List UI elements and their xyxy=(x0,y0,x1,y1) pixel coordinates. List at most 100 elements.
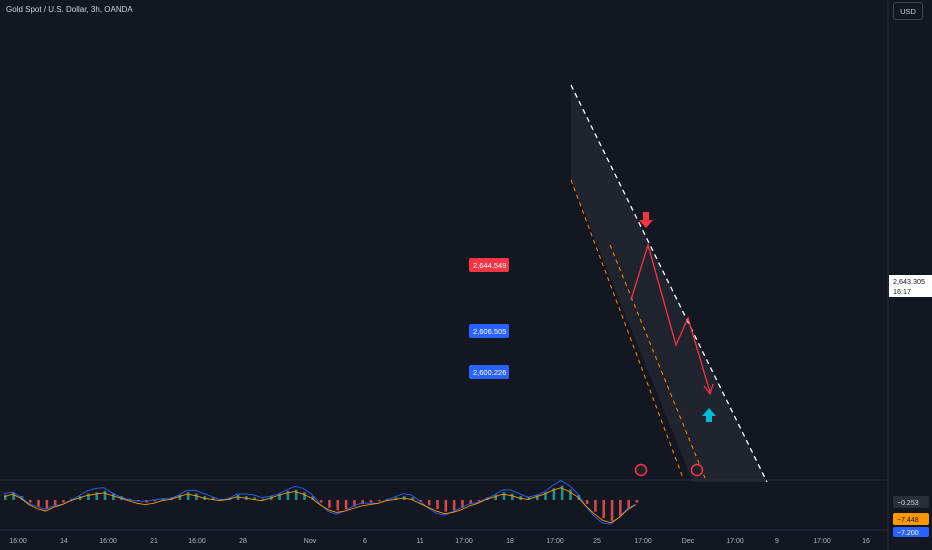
currency-button[interactable]: USD xyxy=(893,2,923,20)
badge-countdown: 16:17 xyxy=(893,287,911,296)
x-tick-label: 14 xyxy=(60,538,68,545)
macd-bar xyxy=(261,498,265,500)
x-tick-label: 9 xyxy=(775,538,779,545)
macd-bar xyxy=(353,500,356,507)
macd-bar xyxy=(37,500,40,507)
macd-histogram xyxy=(4,485,639,521)
support-level-tag-2-bg xyxy=(469,365,509,379)
macd-bar xyxy=(28,500,32,503)
macd-bar xyxy=(594,500,597,512)
support-level-tag-1-bg xyxy=(469,324,509,338)
x-tick-label: 17:00 xyxy=(726,538,744,545)
macd-bar xyxy=(436,500,439,510)
macd-bar xyxy=(12,492,15,500)
resistance-level-tag-bg xyxy=(469,258,509,272)
macd-bar xyxy=(161,498,165,500)
macd-line xyxy=(3,480,636,525)
macd-bar xyxy=(4,494,7,500)
projection-arrowhead xyxy=(703,383,714,396)
x-tick-label: 16:00 xyxy=(99,538,117,545)
macd-bar xyxy=(494,494,497,500)
macd-value-3: −7.200 xyxy=(897,530,919,537)
macd-bar xyxy=(62,500,65,503)
macd-bar xyxy=(369,500,373,503)
macd-bar xyxy=(411,497,414,500)
macd-bar xyxy=(511,493,514,500)
macd-bar xyxy=(610,500,614,521)
x-tick-label: 17:00 xyxy=(546,538,564,545)
resistance-level-tag: 2,644.549 xyxy=(473,261,506,270)
macd-bar xyxy=(469,500,473,504)
macd-bar xyxy=(153,500,157,502)
macd-bar xyxy=(319,500,323,503)
macd-badge-3-bg xyxy=(893,527,929,537)
macd-bar xyxy=(552,488,556,500)
macd-bar xyxy=(253,497,256,500)
macd-bar xyxy=(328,500,331,508)
macd-bar xyxy=(186,492,190,500)
x-tick-label: 17:00 xyxy=(634,538,652,545)
x-tick-label: 25 xyxy=(593,538,601,545)
macd-bar xyxy=(619,500,622,516)
support-level-tag-2: 2,600.226 xyxy=(473,368,506,377)
x-tick-label: 16:00 xyxy=(9,538,27,545)
projection-path xyxy=(630,242,711,393)
macd-bar xyxy=(560,485,564,500)
macd-bar xyxy=(95,492,99,500)
event-flag-icon xyxy=(634,463,648,477)
macd-bar xyxy=(112,493,115,500)
macd-bar xyxy=(627,500,630,508)
event-flag-icon xyxy=(690,463,704,477)
macd-bar xyxy=(361,500,365,504)
macd-bar xyxy=(103,490,107,500)
macd-bar xyxy=(45,500,49,510)
macd-bar xyxy=(577,494,581,500)
x-tick-label: 17:00 xyxy=(455,538,473,545)
macd-bar xyxy=(544,492,547,500)
macd-bar xyxy=(278,493,281,500)
macd-bar xyxy=(585,500,589,504)
x-tick-label: 18 xyxy=(506,538,514,545)
macd-bar xyxy=(419,500,423,502)
macd-bar xyxy=(178,494,182,500)
macd-bar xyxy=(602,500,606,519)
macd-bar xyxy=(569,489,572,500)
macd-bar xyxy=(394,497,398,500)
x-tick-label: Nov xyxy=(304,538,317,545)
chart-title: Gold Spot / U.S. Dollar, 3h, OANDA xyxy=(6,5,133,14)
x-tick-label: 17:00 xyxy=(813,538,831,545)
macd-bar xyxy=(303,492,306,500)
macd-bar xyxy=(427,500,431,506)
macd-value-2: −7.448 xyxy=(897,517,919,524)
signal-line xyxy=(3,487,636,524)
macd-bar xyxy=(294,489,298,500)
x-tick-label: 28 xyxy=(239,538,247,545)
macd-bar xyxy=(311,496,315,500)
macd-bar xyxy=(336,500,340,511)
macd-value-1: −0.253 xyxy=(897,500,919,507)
macd-bar xyxy=(502,492,506,500)
x-tick-label: 16:00 xyxy=(188,538,206,545)
x-tick-label: 11 xyxy=(416,538,423,545)
macd-bar xyxy=(452,500,456,511)
macd-bar xyxy=(128,498,132,500)
x-tick-label: Dec xyxy=(682,538,695,545)
macd-bar xyxy=(378,500,381,502)
macd-bar xyxy=(211,497,215,500)
macd-bar xyxy=(195,493,198,500)
x-tick-label: 16 xyxy=(862,538,870,545)
macd-bar xyxy=(635,500,639,503)
macd-bar xyxy=(344,500,348,510)
channel-upper-line xyxy=(570,84,768,483)
macd-bar xyxy=(286,490,290,500)
macd-badge-2-bg xyxy=(893,513,929,525)
macd-bar xyxy=(461,500,464,508)
arrow-down-icon xyxy=(639,212,653,228)
channel-lower-line xyxy=(570,179,684,479)
macd-bar xyxy=(444,500,448,512)
x-tick-label: 21 xyxy=(150,538,158,545)
channel-mid-line xyxy=(609,244,706,479)
badge-current-price: 2,643.305 xyxy=(893,277,925,286)
badge-current-bg xyxy=(889,275,932,297)
